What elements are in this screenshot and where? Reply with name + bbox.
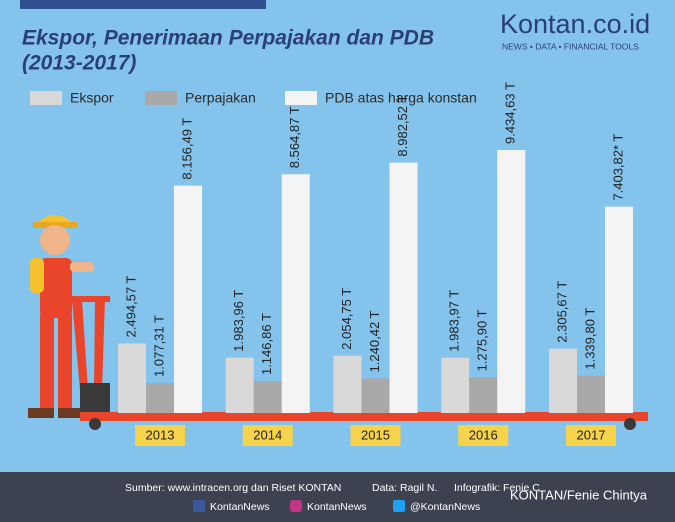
bar <box>549 348 577 413</box>
value-label: 2.494,57 T <box>123 275 138 337</box>
footer-infographic: Infografik: Fenie C <box>454 482 540 494</box>
bar <box>174 185 202 413</box>
brand-logo: Kontan.co.id <box>500 9 650 39</box>
x-tick-label: 2015 <box>361 427 390 442</box>
category-box <box>135 425 185 446</box>
legend-swatch <box>145 91 177 105</box>
bar <box>281 174 310 413</box>
value-label: 8.564,87 T <box>287 106 302 168</box>
pallet-base <box>80 412 648 421</box>
wheel <box>89 418 101 430</box>
footer-data: Data: Ragil N. <box>372 482 437 494</box>
category-box <box>458 425 509 446</box>
value-label: 8.982,52 T <box>395 95 410 157</box>
bar <box>118 343 146 413</box>
category-box <box>242 425 293 446</box>
value-label: 1.339,80 T <box>582 308 597 370</box>
category-box <box>350 425 401 446</box>
value-label: 1.240,42 T <box>367 310 382 372</box>
social-twitter[interactable]: @KontanNews <box>410 501 480 513</box>
bar <box>146 382 174 413</box>
social-instagram[interactable]: KontanNews <box>307 501 367 513</box>
social-facebook[interactable]: KontanNews <box>210 501 270 513</box>
chart-subtitle: (2013-2017) <box>22 52 136 75</box>
x-tick-label: 2017 <box>577 427 606 442</box>
legend-label: PDB atas harga konstan <box>325 90 477 106</box>
bar <box>253 381 282 413</box>
twitter-icon <box>393 500 405 512</box>
footer-band <box>0 472 675 522</box>
bar <box>469 377 498 413</box>
bar <box>361 378 390 413</box>
footer-source: Sumber: www.intracen.org dan Riset KONTA… <box>125 482 341 494</box>
value-label: 1.983,97 T <box>447 290 462 352</box>
x-tick-label: 2014 <box>253 427 282 442</box>
chart-title: Ekspor, Penerimaan Perpajakan dan PDB <box>22 27 434 50</box>
x-tick-label: 2013 <box>146 427 175 442</box>
facebook-icon <box>193 500 205 512</box>
value-label: 8.156,49 T <box>179 118 194 180</box>
value-label: 2.054,75 T <box>339 288 354 350</box>
bar <box>225 357 254 413</box>
value-label: 1.275,90 T <box>475 309 490 371</box>
legend-label: Perpajakan <box>185 90 256 106</box>
brand-tagline: NEWS • DATA • FINANCIAL TOOLS <box>502 41 639 51</box>
value-label: 7.403,82* T <box>610 134 625 201</box>
value-label: 1.146,86 T <box>259 313 274 375</box>
value-label: 1.983,96 T <box>231 290 246 352</box>
bar <box>389 162 418 413</box>
footer-credit: KONTAN/Fenie Chintya <box>510 487 648 502</box>
bar <box>605 206 633 413</box>
bar <box>441 357 470 413</box>
legend-swatch <box>285 91 317 105</box>
value-label: 9.434,63 T <box>503 82 518 144</box>
top-strip <box>20 0 266 9</box>
worker-illustration <box>28 215 110 418</box>
value-label: 2.305,67 T <box>554 281 569 343</box>
wheel <box>624 418 636 430</box>
x-tick-label: 2016 <box>469 427 498 442</box>
category-box <box>566 425 616 446</box>
bar <box>577 375 605 413</box>
legend-label: Ekspor <box>70 90 114 106</box>
bar <box>333 355 362 413</box>
value-label: 1.077,31 T <box>151 315 166 377</box>
instagram-icon <box>290 500 302 512</box>
legend-swatch <box>30 91 62 105</box>
bar <box>497 150 526 413</box>
